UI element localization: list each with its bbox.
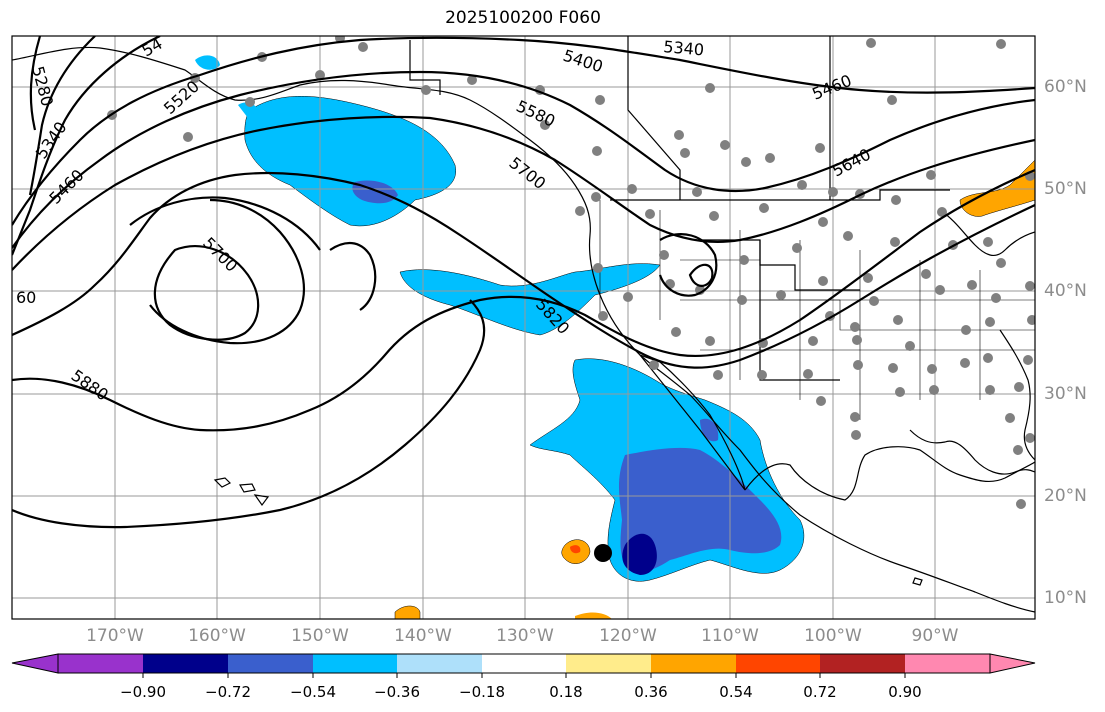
colorbar-tick-label: −0.36 xyxy=(374,683,420,701)
colorbar-tick-label: −0.54 xyxy=(290,683,336,701)
colorbar-tick-label: 0.18 xyxy=(549,683,583,701)
colorbar-extend-low xyxy=(11,653,59,674)
lon-label: 120°W xyxy=(599,626,657,646)
colorbar-tick-label: 0.36 xyxy=(634,683,668,701)
colorbar-tick-label: −0.18 xyxy=(459,683,505,701)
lon-label: 170°W xyxy=(86,626,144,646)
colorbar-extend-high xyxy=(989,653,1036,674)
lon-label: 100°W xyxy=(804,626,862,646)
lon-label: 140°W xyxy=(394,626,452,646)
graticule xyxy=(12,36,1035,619)
anomaly-fill-dark-blue xyxy=(622,533,657,575)
lat-label: 50°N xyxy=(1044,179,1087,199)
station-markers xyxy=(107,36,1035,509)
lon-label: 150°W xyxy=(291,626,349,646)
contour-label: 60 xyxy=(16,288,36,307)
colorbar-tick-label: 0.72 xyxy=(803,683,837,701)
lat-label: 10°N xyxy=(1044,588,1087,608)
colorbar-tick-label: 0.54 xyxy=(719,683,753,701)
map-title: 2025100200 F060 xyxy=(445,8,601,28)
colorbar-tick-label: −0.90 xyxy=(120,683,166,701)
lat-label: 40°N xyxy=(1044,281,1087,301)
lat-label: 60°N xyxy=(1044,77,1087,97)
lon-label: 110°W xyxy=(701,626,759,646)
anomaly-fill-orange xyxy=(394,159,1035,619)
lon-label: 90°W xyxy=(911,626,959,646)
colorbar-tick-label: −0.72 xyxy=(205,683,251,701)
lon-label: 130°W xyxy=(496,626,554,646)
lat-label: 30°N xyxy=(1044,384,1087,404)
contour-label: 5340 xyxy=(663,37,705,59)
map-frame xyxy=(11,35,1036,620)
lon-label: 160°W xyxy=(188,626,246,646)
storm-position-marker xyxy=(594,544,612,562)
height-contours xyxy=(12,36,1035,529)
coastlines xyxy=(12,36,1035,613)
anomaly-fill-medium-blue xyxy=(352,180,782,572)
lat-label: 20°N xyxy=(1044,486,1087,506)
colorbar-tick-label: 0.90 xyxy=(888,683,922,701)
colorbar xyxy=(11,653,1036,678)
